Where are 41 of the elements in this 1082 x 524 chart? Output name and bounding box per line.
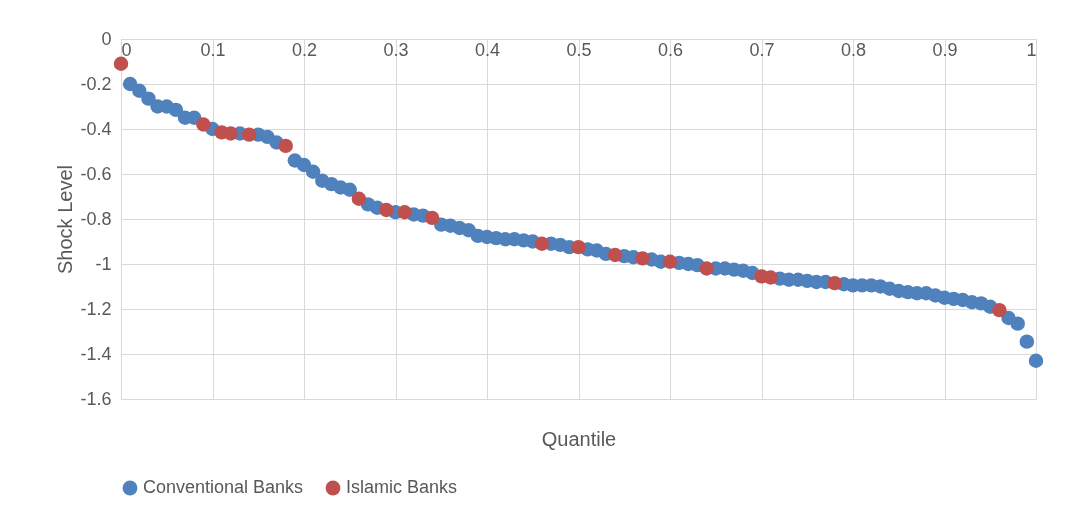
x-axis-title: Quantile [541,427,617,450]
x-tick-label: 0.7 [749,39,775,60]
x-tick-label: 0.3 [383,39,409,60]
y-tick-label: -0.8 [80,208,112,229]
point [571,239,586,255]
point [827,275,842,291]
point [351,191,367,206]
y-tick-label: -0.6 [80,163,112,184]
x-tick-label: 1 [1026,39,1037,60]
x-tick-label: 0.6 [657,39,684,60]
point [113,56,129,71]
y-tick-label: -0.4 [80,118,112,139]
point [763,270,778,285]
point [635,251,650,266]
x-tick-label: 0 [121,39,132,60]
x-tick-label: 0.1 [200,39,226,60]
legend-label: Islamic Banks [346,477,458,497]
point [223,126,239,141]
x-tick-label: 0.9 [932,39,958,60]
y-tick-label: -1.4 [80,343,112,364]
point [607,247,623,263]
legend-label: Conventional Banks [143,477,304,497]
x-tick-label: 0.4 [474,39,501,60]
y-tick-label: -1.6 [80,388,112,409]
y-tick-label: -1 [95,253,112,274]
point [424,210,440,226]
point [241,127,257,142]
y-tick-label: -0.2 [80,73,112,94]
x-tick-label: 0.8 [840,39,867,60]
point [992,302,1007,318]
point [278,138,293,154]
point [534,236,550,251]
y-tick-label: -1.2 [80,298,112,319]
x-tick-label: 0.5 [566,39,592,60]
x-tick-label: 0.2 [291,39,318,60]
point [196,117,211,132]
point [699,261,714,276]
point [662,254,678,269]
point [397,205,412,220]
point [379,202,394,218]
y-axis-title: Shock Level [54,165,77,274]
